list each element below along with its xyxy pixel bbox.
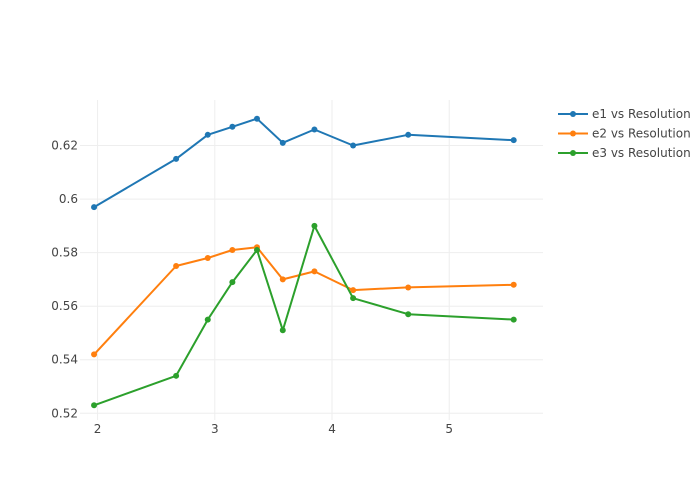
- data-point: [510, 281, 517, 288]
- series: [91, 115, 517, 409]
- series-line: [93, 224, 515, 407]
- data-point: [510, 137, 517, 144]
- series-e1: [91, 115, 517, 211]
- data-point: [350, 287, 357, 294]
- data-point: [91, 204, 98, 211]
- data-point: [173, 155, 180, 162]
- data-point: [350, 142, 357, 149]
- legend-swatch-marker: [570, 150, 576, 156]
- y-tick-label: 0.58: [51, 246, 78, 260]
- data-point: [279, 276, 286, 283]
- data-point: [350, 295, 357, 302]
- data-point: [91, 402, 98, 409]
- y-tick-label: 0.6: [59, 192, 78, 206]
- legend-item-e2[interactable]: e2 vs Resolution: [558, 127, 691, 141]
- axis-ticks: 2 3 4 5 0.52 0.54 0.56 0.58 0.6 0.62: [51, 139, 453, 436]
- data-point: [253, 246, 260, 253]
- legend[interactable]: e1 vs Resolution e2 vs Resolution e3 vs Re…: [558, 107, 691, 160]
- series-e3: [91, 222, 517, 409]
- x-tick-label: 3: [211, 422, 219, 436]
- data-point: [229, 123, 236, 130]
- data-point: [311, 126, 318, 133]
- legend-label: e3 vs Resolution: [592, 146, 691, 160]
- data-point: [91, 351, 98, 358]
- series-line: [93, 246, 515, 356]
- legend-item-e3[interactable]: e3 vs Resolution: [558, 146, 691, 160]
- x-tick-label: 4: [328, 422, 336, 436]
- legend-swatch-marker: [570, 111, 576, 117]
- legend-label: e1 vs Resolution: [592, 107, 691, 121]
- grid: [80, 100, 543, 420]
- data-point: [405, 284, 412, 291]
- y-tick-label: 0.52: [51, 406, 78, 420]
- data-point: [229, 279, 236, 286]
- legend-label: e2 vs Resolution: [592, 127, 691, 141]
- data-point: [173, 372, 180, 379]
- data-point: [405, 311, 412, 318]
- legend-swatch-marker: [570, 130, 576, 137]
- series-line: [93, 117, 515, 209]
- y-tick-label: 0.54: [51, 353, 78, 367]
- data-point: [173, 263, 180, 270]
- y-tick-label: 0.62: [51, 139, 78, 153]
- data-point: [279, 327, 286, 334]
- data-point: [204, 254, 211, 261]
- data-point: [229, 246, 236, 253]
- data-point: [279, 139, 286, 146]
- data-point: [405, 131, 412, 138]
- x-tick-label: 2: [94, 422, 102, 436]
- data-point: [204, 131, 211, 138]
- data-point: [311, 222, 318, 229]
- data-point: [253, 115, 260, 122]
- y-tick-label: 0.56: [51, 299, 78, 313]
- legend-item-e1[interactable]: e1 vs Resolution: [558, 107, 691, 121]
- data-point: [311, 268, 318, 275]
- data-point: [204, 316, 211, 323]
- x-tick-label: 5: [445, 422, 453, 436]
- data-point: [510, 316, 517, 323]
